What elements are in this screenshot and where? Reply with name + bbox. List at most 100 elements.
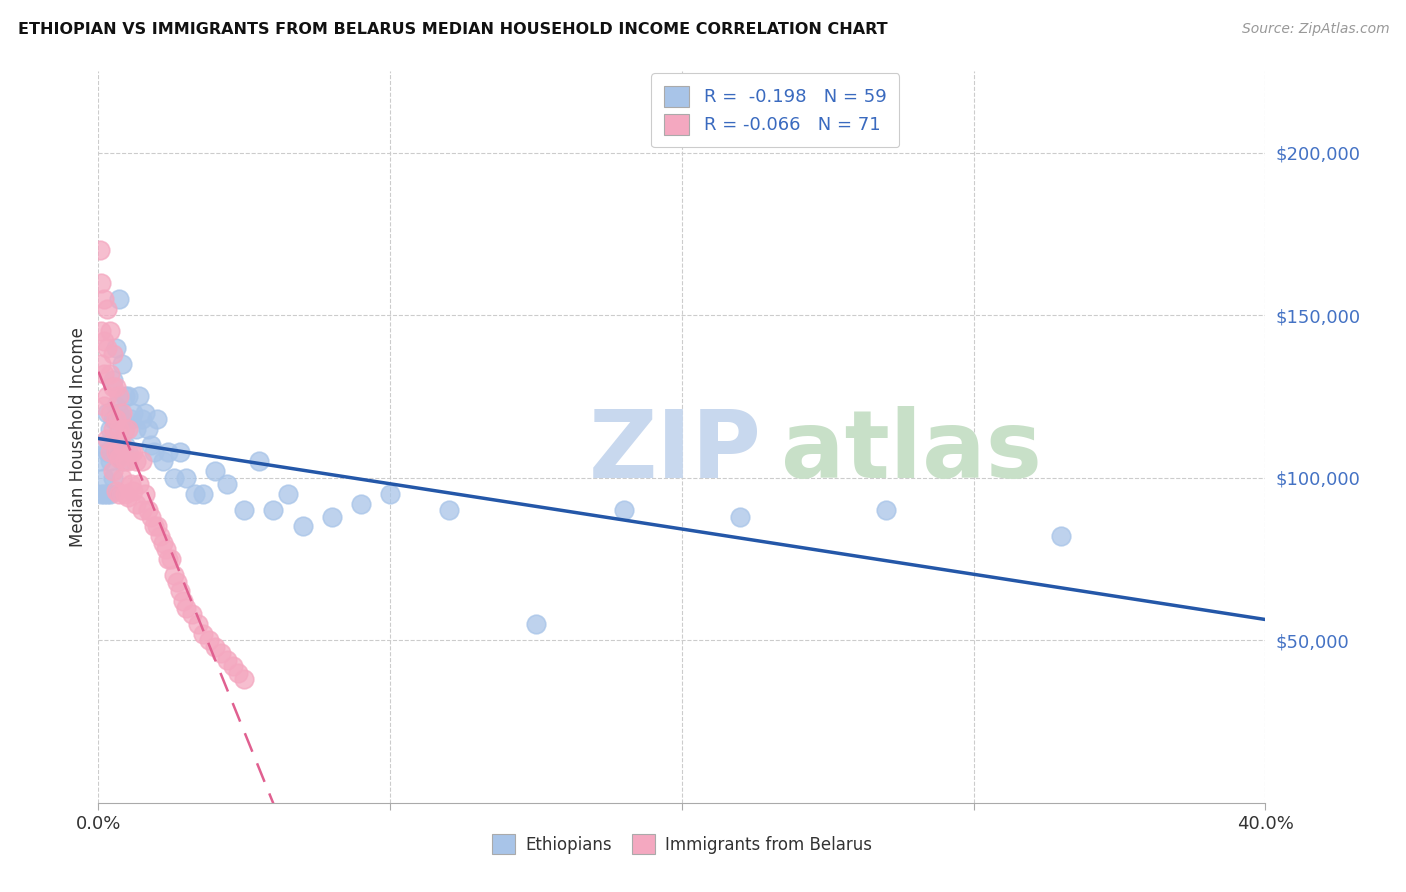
Point: [93, 334, 115, 348]
Point: [98, 422, 121, 436]
Point: [155, 542, 177, 557]
Point: [96, 341, 118, 355]
Point: [139, 509, 162, 524]
Point: [93, 471, 115, 485]
Point: [101, 471, 124, 485]
Point: [111, 412, 134, 426]
Point: [104, 399, 127, 413]
Point: [104, 380, 127, 394]
Point: [157, 552, 180, 566]
Point: [120, 477, 142, 491]
Y-axis label: Median Household Income: Median Household Income: [69, 327, 87, 547]
Point: [90, 325, 112, 339]
Point: [131, 412, 153, 426]
Point: [166, 574, 188, 589]
Point: [90, 454, 112, 468]
Point: [96, 444, 118, 458]
Point: [163, 471, 186, 485]
Point: [277, 487, 299, 501]
Point: [221, 659, 243, 673]
Point: [101, 380, 124, 394]
Point: [93, 399, 115, 413]
Point: [117, 444, 139, 458]
Point: [157, 444, 180, 458]
Point: [209, 646, 232, 660]
Point: [146, 412, 169, 426]
Text: Source: ZipAtlas.com: Source: ZipAtlas.com: [1241, 22, 1389, 37]
Point: [93, 487, 115, 501]
Point: [152, 535, 174, 549]
Point: [125, 422, 148, 436]
Text: atlas: atlas: [782, 406, 1042, 498]
Point: [193, 626, 215, 640]
Point: [114, 422, 136, 436]
Point: [98, 487, 121, 501]
Point: [321, 509, 343, 524]
Point: [98, 454, 121, 468]
Point: [1050, 529, 1073, 543]
Point: [125, 454, 148, 468]
Point: [134, 406, 156, 420]
Point: [350, 497, 373, 511]
Point: [125, 497, 148, 511]
Point: [101, 412, 124, 426]
Point: [172, 594, 194, 608]
Point: [174, 471, 197, 485]
Point: [111, 406, 134, 420]
Point: [111, 438, 134, 452]
Point: [101, 373, 124, 387]
Legend: Ethiopians, Immigrants from Belarus: Ethiopians, Immigrants from Belarus: [485, 828, 879, 860]
Point: [96, 432, 118, 446]
Point: [193, 487, 215, 501]
Point: [169, 444, 191, 458]
Point: [122, 483, 145, 498]
Point: [228, 665, 250, 680]
Point: [136, 503, 159, 517]
Point: [136, 422, 159, 436]
Point: [134, 487, 156, 501]
Point: [101, 422, 124, 436]
Point: [291, 519, 314, 533]
Point: [139, 438, 162, 452]
Point: [215, 653, 238, 667]
Point: [183, 487, 205, 501]
Point: [128, 477, 150, 491]
Point: [101, 347, 124, 361]
Point: [104, 412, 127, 426]
Point: [152, 454, 174, 468]
Point: [198, 633, 221, 648]
Point: [122, 444, 145, 458]
Point: [96, 406, 118, 420]
Text: ETHIOPIAN VS IMMIGRANTS FROM BELARUS MEDIAN HOUSEHOLD INCOME CORRELATION CHART: ETHIOPIAN VS IMMIGRANTS FROM BELARUS MED…: [18, 22, 889, 37]
Point: [380, 487, 402, 501]
Point: [163, 568, 186, 582]
Point: [117, 454, 139, 468]
Point: [128, 389, 150, 403]
Point: [233, 503, 256, 517]
Point: [98, 406, 121, 420]
Point: [96, 487, 118, 501]
Point: [114, 438, 136, 452]
Point: [122, 406, 145, 420]
Point: [90, 357, 112, 371]
Point: [204, 464, 226, 478]
Point: [101, 464, 124, 478]
Point: [215, 477, 238, 491]
Point: [111, 454, 134, 468]
Point: [730, 509, 752, 524]
Point: [180, 607, 202, 622]
Point: [149, 529, 172, 543]
Point: [262, 503, 284, 517]
Point: [98, 444, 121, 458]
Point: [146, 519, 169, 533]
Point: [111, 357, 134, 371]
Point: [247, 454, 270, 468]
Point: [104, 444, 127, 458]
Point: [108, 487, 131, 501]
Point: [120, 444, 142, 458]
Point: [169, 584, 191, 599]
Point: [117, 422, 139, 436]
Point: [131, 503, 153, 517]
Point: [114, 389, 136, 403]
Point: [437, 503, 460, 517]
